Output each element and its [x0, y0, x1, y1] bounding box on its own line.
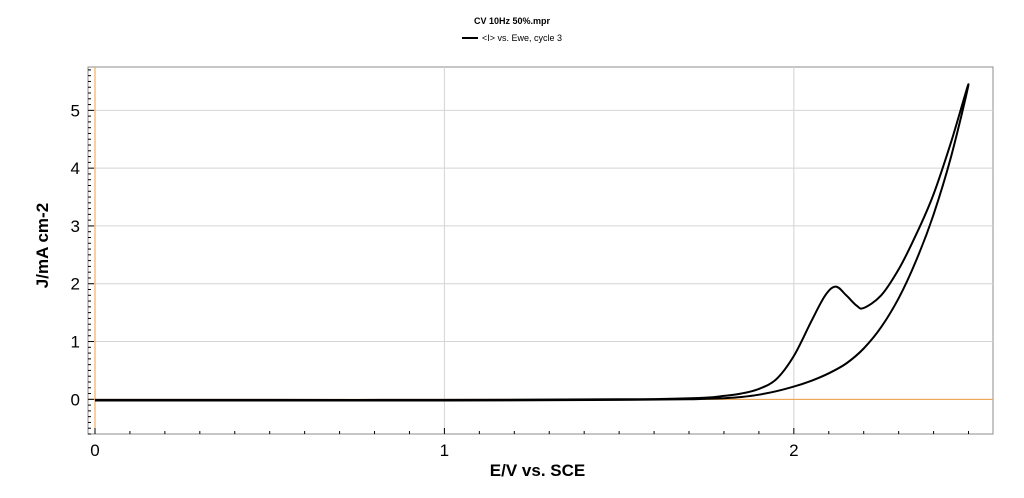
y-axis-title: J/mA cm-2 [33, 203, 52, 288]
chart-title: CV 10Hz 50%.mpr [473, 16, 551, 26]
legend-swatch [462, 37, 478, 39]
y-tick-label: 4 [71, 159, 80, 178]
x-tick-label: 2 [789, 441, 798, 460]
x-tick-label: 1 [440, 441, 449, 460]
x-axis-title: E/V vs. SCE [490, 461, 585, 480]
y-tick-label: 3 [71, 217, 80, 236]
y-tick-label: 1 [71, 333, 80, 352]
y-tick-label: 0 [71, 390, 80, 409]
series-line-0 [94, 83, 970, 402]
y-tick-label: 2 [71, 275, 80, 294]
plot-area [87, 66, 994, 435]
y-tick-label: 5 [71, 101, 80, 120]
legend: <I> vs. Ewe, cycle 3 [462, 33, 562, 43]
legend-label: <I> vs. Ewe, cycle 3 [482, 33, 563, 43]
x-tick-label: 0 [90, 441, 99, 460]
